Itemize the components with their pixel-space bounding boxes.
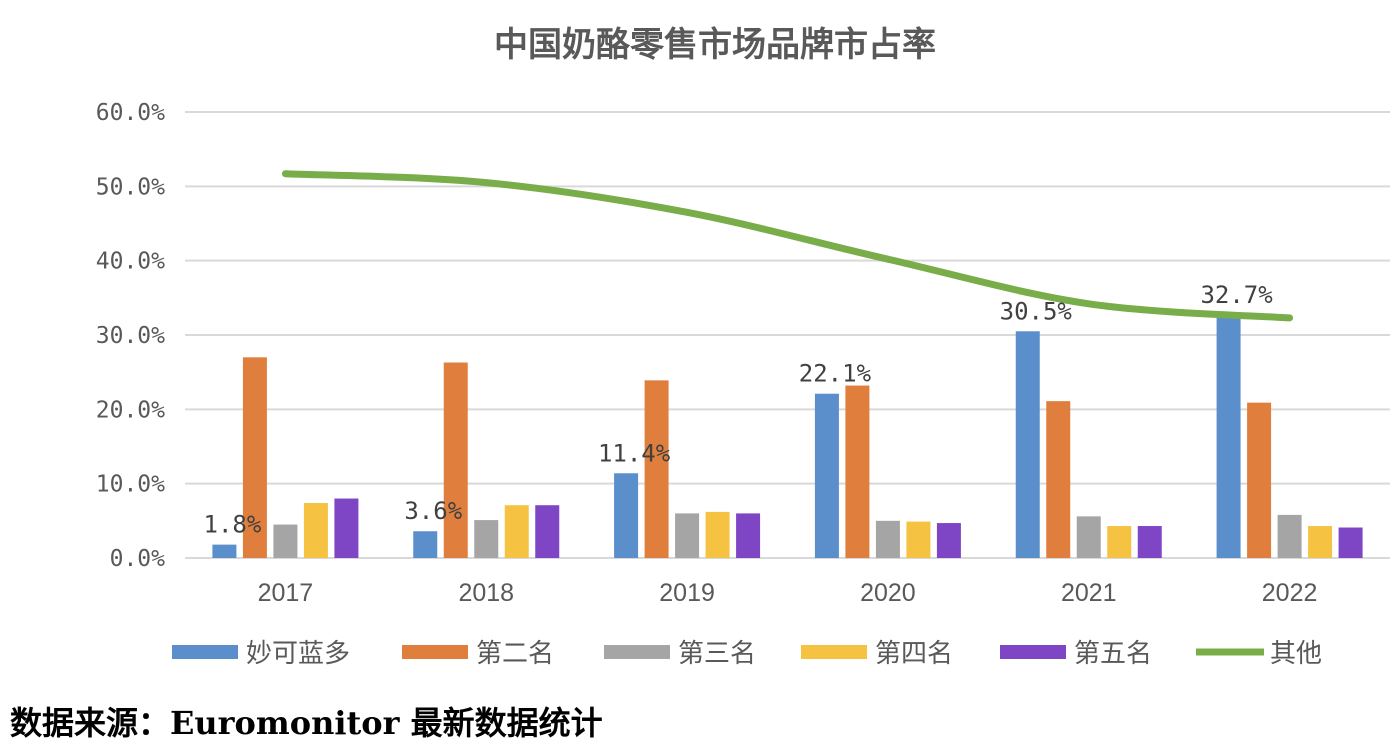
other-line: [281, 170, 1294, 322]
legend-label: 第二名: [476, 639, 554, 669]
bar: [1107, 526, 1132, 558]
y-tick-label: 10.0%: [96, 472, 165, 498]
x-tick-label: 2022: [1262, 579, 1318, 607]
legend-swatch: [402, 645, 468, 659]
y-tick-label: 40.0%: [96, 249, 165, 275]
bar: [273, 524, 298, 558]
y-tick-label: 60.0%: [96, 100, 165, 126]
x-tick-label: 2019: [659, 579, 715, 607]
y-tick-label: 50.0%: [96, 174, 165, 200]
bar: [705, 511, 730, 558]
x-tick-label: 2018: [458, 579, 514, 607]
data-label: 1.8%: [204, 511, 262, 539]
source-note: 数据来源：Euromonitor 最新数据统计: [10, 704, 603, 742]
bars: [212, 314, 1363, 558]
x-tick-label: 2020: [860, 579, 916, 607]
data-label: 11.4%: [598, 439, 671, 467]
bar: [675, 513, 700, 558]
bar: [1277, 514, 1302, 558]
y-tick-label: 20.0%: [96, 397, 165, 423]
bar: [303, 502, 328, 558]
bar: [1338, 527, 1363, 558]
bar: [1076, 516, 1101, 558]
bar: [535, 505, 560, 558]
bar: [413, 531, 438, 558]
legend: 妙可蓝多 第二名 第三名 第四名 第五名 其他: [172, 639, 1322, 669]
legend-label: 第四名: [875, 639, 953, 669]
bar: [936, 523, 961, 558]
bar: [614, 473, 639, 558]
legend-swatch: [172, 645, 238, 659]
bar: [212, 544, 237, 558]
legend-swatch: [604, 645, 670, 659]
chart: 中国奶酪零售市场品牌市占率 0.0% 10.0% 20.0% 30.0% 40.0% 50…: [96, 25, 1390, 669]
bar: [644, 380, 669, 558]
legend-label: 第三名: [678, 639, 756, 669]
x-tick-label: 2017: [258, 579, 314, 607]
series-line-other: [281, 170, 1294, 322]
y-tick-label: 0.0%: [110, 546, 166, 572]
bar: [1216, 314, 1241, 558]
bar: [443, 362, 468, 558]
data-label: 32.7%: [1200, 281, 1273, 309]
bar: [1308, 526, 1333, 558]
data-label: 3.6%: [404, 497, 462, 525]
gridlines: [185, 111, 1390, 559]
bar: [845, 385, 870, 558]
x-axis-ticks: 2017 2018 2019 2020 2021 2022: [258, 579, 1318, 607]
data-label: 22.1%: [799, 360, 872, 388]
bar: [334, 498, 359, 558]
bar: [906, 521, 931, 558]
legend-label: 第五名: [1074, 639, 1152, 669]
x-tick-label: 2021: [1061, 579, 1117, 607]
legend-label: 妙可蓝多: [246, 639, 350, 669]
y-tick-label: 30.0%: [96, 323, 165, 349]
data-labels: 1.8% 3.6% 11.4% 22.1% 30.5% 32.7%: [204, 281, 1274, 539]
data-label: 30.5%: [1000, 297, 1073, 325]
bar: [1137, 526, 1162, 558]
bar: [1046, 401, 1071, 558]
legend-label: 其他: [1270, 639, 1322, 669]
bar: [474, 520, 499, 558]
bar: [875, 520, 900, 558]
bar: [242, 357, 267, 558]
bar: [736, 513, 761, 558]
y-axis-ticks: 0.0% 10.0% 20.0% 30.0% 40.0% 50.0% 60.0%: [96, 100, 165, 572]
bar: [814, 393, 839, 558]
legend-swatch: [801, 645, 867, 659]
chart-title: 中国奶酪零售市场品牌市占率: [494, 25, 936, 65]
bar: [1015, 331, 1040, 558]
legend-swatch: [1000, 645, 1066, 659]
bar: [504, 505, 529, 558]
bar: [1247, 402, 1272, 558]
